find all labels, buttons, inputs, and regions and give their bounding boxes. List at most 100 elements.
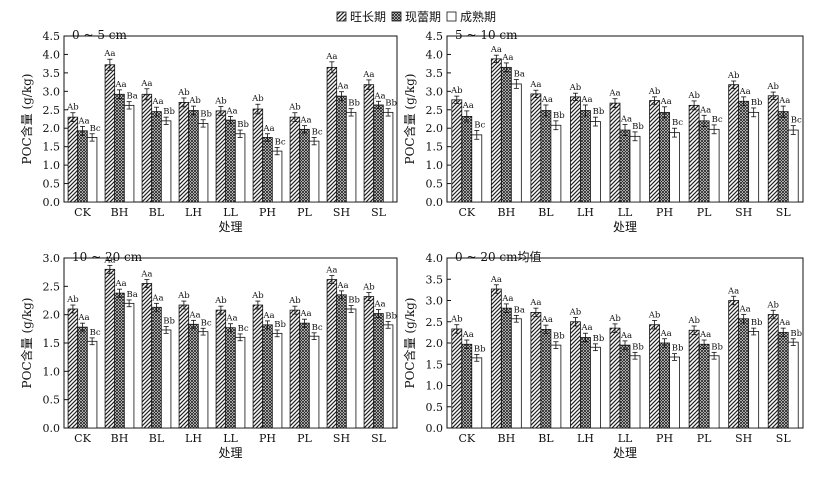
x-tick-label: PL — [297, 432, 312, 445]
x-tick-label: CK — [74, 432, 91, 445]
bar — [738, 318, 750, 429]
bar — [530, 93, 542, 203]
y-axis-title: POC含量 (g/kg) — [19, 298, 34, 389]
significance-label: Ab — [177, 88, 190, 98]
bar — [271, 150, 283, 203]
bar — [580, 337, 591, 429]
bar — [609, 327, 621, 429]
y-tick-label: 1.0 — [43, 365, 61, 378]
significance-label: Ba — [126, 92, 137, 102]
significance-label: Bb — [632, 342, 644, 352]
significance-label: Ab — [687, 91, 700, 101]
significance-label: Bb — [553, 332, 565, 342]
significance-label: Ab — [251, 94, 264, 104]
significance-label: Bb — [632, 122, 644, 132]
significance-label: Ab — [450, 86, 463, 96]
significance-label: Aa — [739, 305, 751, 315]
significance-label: Bb — [790, 329, 802, 339]
significance-label: Bb — [163, 107, 175, 117]
significance-label: Bc — [201, 318, 212, 328]
legend: 旺长期 现蕾期 成熟期 — [336, 9, 496, 24]
y-tick-label: 1.0 — [426, 159, 444, 172]
x-tick-label: LH — [185, 206, 202, 219]
x-tick-label: CK — [458, 206, 475, 219]
bar — [570, 96, 581, 203]
significance-label: Bc — [90, 328, 101, 338]
significance-label: Aa — [225, 106, 237, 116]
x-axis-title: 处理 — [613, 220, 637, 234]
significance-label: Bb — [348, 296, 360, 306]
significance-label: Bc — [672, 118, 683, 128]
significance-label: Aa — [225, 314, 237, 324]
bar — [698, 343, 710, 429]
bar — [570, 321, 581, 429]
significance-label: Bb — [751, 318, 763, 328]
legend-swatch-wangzhang — [336, 11, 347, 22]
x-tick-label: PL — [297, 206, 312, 219]
bar — [271, 332, 283, 429]
bar — [215, 110, 227, 203]
y-tick-label: 3.0 — [426, 85, 444, 98]
y-tick-label: 4.5 — [43, 30, 61, 43]
bar — [262, 137, 273, 203]
significance-label: Ba — [514, 305, 525, 315]
y-tick-label: 2.0 — [43, 122, 61, 135]
significance-label: Bc — [712, 115, 723, 125]
significance-label: Bb — [553, 111, 565, 121]
bar — [104, 268, 116, 429]
legend-swatch-xianlei — [391, 11, 402, 22]
significance-label: Ab — [648, 87, 661, 97]
bar — [490, 288, 502, 429]
panel-10-20cm: 0.0 0.5 1.0 1.5 2.0 2.5 3.0 POC含量 (g/kg) 处理 10 ~ … — [19, 250, 398, 460]
significance-label: Bc — [275, 137, 286, 147]
y-tick-label: 3.5 — [426, 273, 444, 286]
significance-label: Ab — [177, 291, 190, 301]
significance-label: Aa — [529, 298, 541, 308]
bar — [619, 344, 631, 429]
panel-0-5cm: 0.0 0.5 1.0 1.5 2.0 2.5 3.0 3.5 4.0 4.5 POC含量 (g/k… — [19, 28, 398, 234]
x-tick-label: CK — [458, 432, 475, 445]
bar — [748, 331, 760, 429]
significance-label: Aa — [778, 318, 790, 328]
x-tick-label: LH — [577, 206, 594, 219]
x-tick-label: BH — [497, 432, 515, 445]
bar — [141, 93, 153, 203]
x-tick-label: PH — [259, 432, 276, 445]
x-tick-label: LL — [223, 206, 238, 219]
y-axis-title: POC含量 (g/kg) — [402, 298, 417, 389]
y-axis-title: POC含量 (g/kg) — [402, 74, 417, 165]
x-tick-label: SH — [735, 432, 752, 445]
significance-label: Aa — [299, 116, 311, 126]
y-tick-label: 3.0 — [43, 252, 61, 265]
legend-label-wangzhang: 旺长期 — [350, 10, 386, 24]
bar — [451, 328, 463, 429]
y-tick-label: 1.5 — [43, 141, 61, 154]
bar — [345, 111, 357, 203]
bar — [609, 102, 621, 203]
x-tick-label: BL — [538, 432, 554, 445]
bar — [123, 104, 135, 203]
y-tick-label: 2.5 — [43, 280, 61, 293]
bar — [461, 116, 473, 203]
significance-label: Aa — [373, 300, 385, 310]
significance-label: Bb — [385, 311, 397, 321]
bar — [215, 309, 227, 429]
significance-label: Bc — [90, 124, 101, 134]
significance-label: Ab — [766, 300, 779, 310]
bar — [299, 322, 310, 429]
bar — [77, 130, 88, 203]
significance-label: Ab — [288, 103, 301, 113]
bar — [77, 326, 88, 429]
significance-label: Ab — [214, 96, 227, 106]
x-tick-label: SL — [371, 206, 387, 219]
significance-label: Bb — [385, 99, 397, 109]
x-tick-label: SH — [333, 432, 350, 445]
bar — [659, 111, 670, 203]
x-tick-label: SH — [735, 206, 752, 219]
bar — [363, 84, 375, 203]
panel-title: 5 ~ 10 cm — [455, 28, 518, 42]
bar — [649, 100, 660, 203]
y-tick-label: 3.5 — [43, 67, 61, 80]
x-tick-label: BL — [149, 206, 165, 219]
x-tick-label: LL — [618, 432, 633, 445]
